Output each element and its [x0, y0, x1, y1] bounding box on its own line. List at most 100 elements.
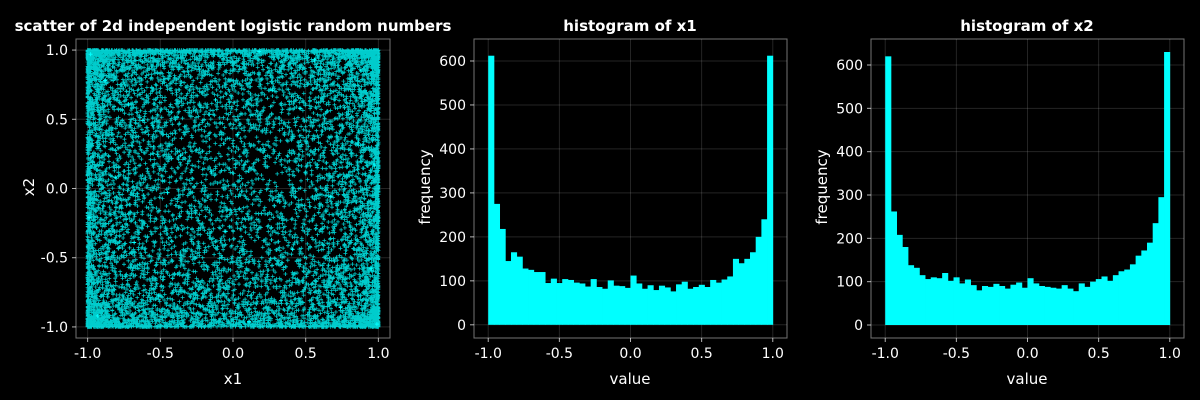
- histogram-x2-y-tick-label: 0: [854, 318, 863, 334]
- histogram-x1-bar: [664, 287, 671, 325]
- histogram-x2-bar: [1010, 284, 1017, 325]
- histogram-x1-bar: [505, 261, 512, 325]
- scatter-point: [257, 49, 262, 54]
- histogram-x2-y-tick-label: 200: [836, 231, 863, 247]
- histogram-x2-bar: [913, 267, 920, 325]
- scatter-title: scatter of 2d independent logistic rando…: [15, 17, 452, 35]
- scatter-y-label: x2: [20, 178, 38, 196]
- histogram-x2-bars: [885, 52, 1171, 325]
- histogram-x2-bar: [936, 278, 943, 325]
- scatter-point: [290, 247, 295, 252]
- histogram-x2-bar: [1101, 276, 1108, 325]
- scatter-point: [113, 175, 118, 180]
- histogram-x1-y-tick-label: 0: [457, 318, 466, 334]
- histogram-x2-bar: [959, 283, 966, 325]
- histogram-x2-x-tick-label: 0.5: [1088, 346, 1110, 362]
- histogram-x1-bar: [499, 228, 506, 325]
- histogram-x1-bar: [641, 288, 648, 325]
- histogram-x1-bar: [630, 275, 637, 325]
- histogram-x1-bar: [676, 284, 683, 325]
- scatter-point: [140, 118, 145, 123]
- scatter-point: [156, 293, 161, 298]
- scatter-point: [372, 162, 377, 167]
- scatter-point: [87, 215, 92, 220]
- histogram-x1-bar: [761, 219, 768, 325]
- histogram-x1-x-tick-label: 0.0: [619, 346, 641, 362]
- scatter-x-tick-label: -0.5: [147, 346, 174, 362]
- histogram-x1-bar: [619, 286, 626, 325]
- histogram-x2-bar: [1135, 255, 1142, 325]
- scatter-x-tick-label: 1.0: [367, 346, 389, 362]
- scatter-y-tick-label: 0.5: [46, 112, 68, 128]
- scatter-point: [213, 97, 218, 102]
- histogram-x2-bar: [1067, 288, 1074, 325]
- histogram-x2-title: histogram of x2: [960, 17, 1094, 35]
- scatter-point: [312, 57, 317, 62]
- histogram-x1-y-tick-label: 100: [439, 274, 466, 290]
- scatter-x-tick-label: -1.0: [74, 346, 101, 362]
- scatter-point: [374, 322, 379, 327]
- histogram-x2-y-tick-label: 600: [836, 58, 863, 74]
- histogram-x1-bar: [550, 278, 557, 325]
- histogram-x1-bar: [698, 284, 705, 325]
- histogram-x2-bar: [1016, 282, 1023, 325]
- scatter-y-tick-label: 1.0: [46, 43, 68, 59]
- histogram-x1-y-tick-label: 300: [439, 186, 466, 202]
- histogram-x1-bar: [715, 282, 722, 325]
- histogram-x2-bar: [885, 56, 892, 325]
- histogram-x1-bars: [488, 55, 774, 325]
- histogram-x1-bar: [533, 272, 540, 325]
- histogram-x1-bar: [721, 279, 728, 325]
- histogram-x2-bar: [1027, 278, 1034, 325]
- histogram-x1-bar: [493, 203, 501, 325]
- histogram-x2-bar: [896, 234, 903, 325]
- scatter-y-tick-label: 0.0: [46, 182, 68, 198]
- scatter-point: [235, 132, 240, 137]
- histogram-x2-x-tick-label: -0.5: [943, 346, 970, 362]
- histogram-x1-bar: [590, 279, 597, 325]
- scatter-point: [369, 266, 374, 271]
- histogram-x2-bar: [1004, 288, 1011, 325]
- histogram-x2-bar: [1164, 52, 1171, 325]
- histogram-x1-bar: [567, 279, 574, 325]
- histogram-x2-bar: [1152, 223, 1159, 325]
- scatter-point: [88, 52, 93, 57]
- histogram-x2-bar: [1033, 283, 1040, 325]
- scatter-point: [196, 279, 201, 284]
- histogram-x1-bar: [732, 258, 740, 325]
- histogram-x2-bar: [1055, 288, 1063, 325]
- histogram-x1-bar: [755, 236, 762, 325]
- histogram-x2-bar: [919, 275, 926, 325]
- histogram-x2-bar: [1112, 275, 1119, 325]
- histogram-x2-panel: histogram of x2 value frequency -1.0 -0.5…: [813, 17, 1185, 388]
- histogram-x1-bar: [624, 287, 631, 325]
- histogram-x2-ticks: -1.0 -0.5 0.0 0.5 1.0 0 100 200 300 400 500 600: [836, 58, 1181, 362]
- scatter-ticks: -1.0 -0.5 0.0 0.5 1.0 -1.0 -0.5 0.0 0.5 1.0: [41, 43, 390, 362]
- histogram-x1-ticks: -1.0 -0.5 0.0 0.5 1.0 0 100 200 300 400 500 600: [439, 54, 784, 362]
- histogram-x2-bar: [907, 265, 915, 325]
- histogram-x1-bar: [693, 286, 700, 325]
- histogram-x2-x-label: value: [1007, 370, 1048, 388]
- histogram-x1-y-tick-label: 200: [439, 230, 466, 246]
- histogram-x2-bar: [1021, 287, 1028, 325]
- histogram-x2-x-tick-label: 0.0: [1016, 346, 1038, 362]
- histogram-x2-y-label: frequency: [813, 149, 831, 224]
- histogram-x2-y-tick-label: 300: [836, 188, 863, 204]
- scatter-x-tick-label: 0.5: [295, 346, 317, 362]
- histogram-x2-bar: [1118, 271, 1125, 325]
- scatter-point: [223, 229, 228, 234]
- histogram-x1-bar: [562, 279, 569, 325]
- histogram-x1-bar: [727, 276, 734, 325]
- histogram-x1-bar: [658, 285, 666, 325]
- scatter-point: [356, 140, 361, 145]
- histogram-x2-bar: [1158, 197, 1165, 325]
- scatter-point-cloud: [85, 48, 381, 329]
- histogram-x1-panel: histogram of x1 value frequency -1.0 -0.5…: [416, 17, 788, 388]
- histogram-x1-bar: [522, 268, 529, 325]
- histogram-x1-bar: [579, 283, 586, 325]
- scatter-points: [85, 48, 381, 329]
- histogram-x2-bar: [981, 286, 989, 325]
- histogram-x1-bar: [647, 285, 654, 325]
